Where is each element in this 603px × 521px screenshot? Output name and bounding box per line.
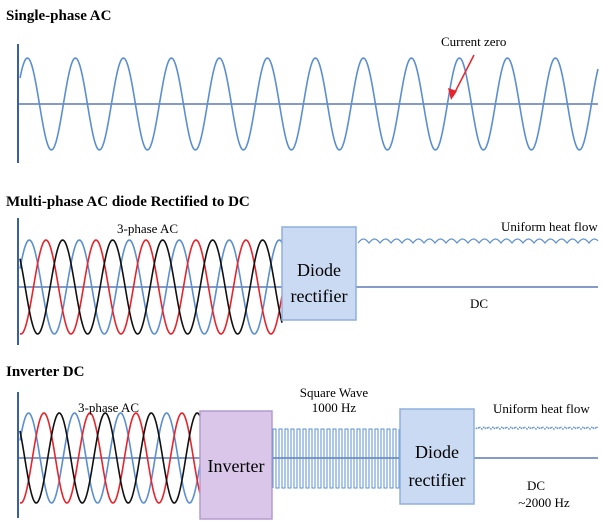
uniform-heat-flow-label: Uniform heat flow — [501, 219, 598, 234]
inverter-label: Inverter — [208, 456, 265, 476]
phase-a-wave — [19, 239, 283, 335]
diode-rectifier-box-2 — [399, 408, 475, 505]
panel-title-single-phase: Single-phase AC — [6, 8, 111, 24]
three-phase-label-inverter: 3-phase AC — [78, 400, 139, 415]
single-phase-wave — [19, 57, 599, 151]
current-zero-arrow — [452, 54, 475, 97]
high-frequency-ripple — [475, 426, 598, 431]
panel-single-phase: Single-phase AC Current zero — [6, 8, 599, 163]
dc-label: DC — [470, 296, 488, 311]
three-phase-label: 3-phase AC — [117, 221, 178, 236]
square-wave-label: Square Wave — [300, 385, 369, 400]
phase-a-wave-inverter — [19, 412, 201, 504]
ripple-frequency-label: ~2000 Hz — [518, 495, 570, 510]
panel-title-multi-phase: Multi-phase AC diode Rectified to DC — [6, 194, 250, 210]
square-wave — [272, 428, 400, 489]
panel-inverter: Inverter DC 3-phase AC Inverter Square W… — [6, 364, 598, 520]
uniform-heat-flow-label-2: Uniform heat flow — [493, 401, 590, 416]
inverter-box — [199, 410, 273, 520]
phase-c-wave — [19, 239, 283, 335]
square-wave-frequency: 1000 Hz — [312, 400, 357, 415]
diode-rectifier-box — [281, 226, 357, 321]
three-phase-waves — [19, 239, 283, 335]
three-phase-waves-inverter — [19, 412, 201, 504]
panel-title-inverter: Inverter DC — [6, 364, 84, 380]
current-zero-label: Current zero — [441, 34, 506, 49]
rectified-ripple — [357, 238, 599, 244]
current-zero-arrowhead — [448, 88, 457, 100]
phase-c-wave-inverter — [19, 412, 201, 504]
diode-rectifier-label-line2: rectifier — [291, 286, 348, 306]
diode-rectifier-2-label-line1: Diode — [415, 442, 459, 462]
diode-rectifier-2-label-line2: rectifier — [409, 470, 466, 490]
panel-multi-phase: Multi-phase AC diode Rectified to DC 3-p… — [6, 194, 599, 345]
dc-label-2: DC — [527, 478, 545, 493]
phase-b-wave-inverter — [19, 412, 201, 504]
diode-rectifier-label-line1: Diode — [297, 260, 341, 280]
phase-b-wave — [19, 239, 283, 335]
